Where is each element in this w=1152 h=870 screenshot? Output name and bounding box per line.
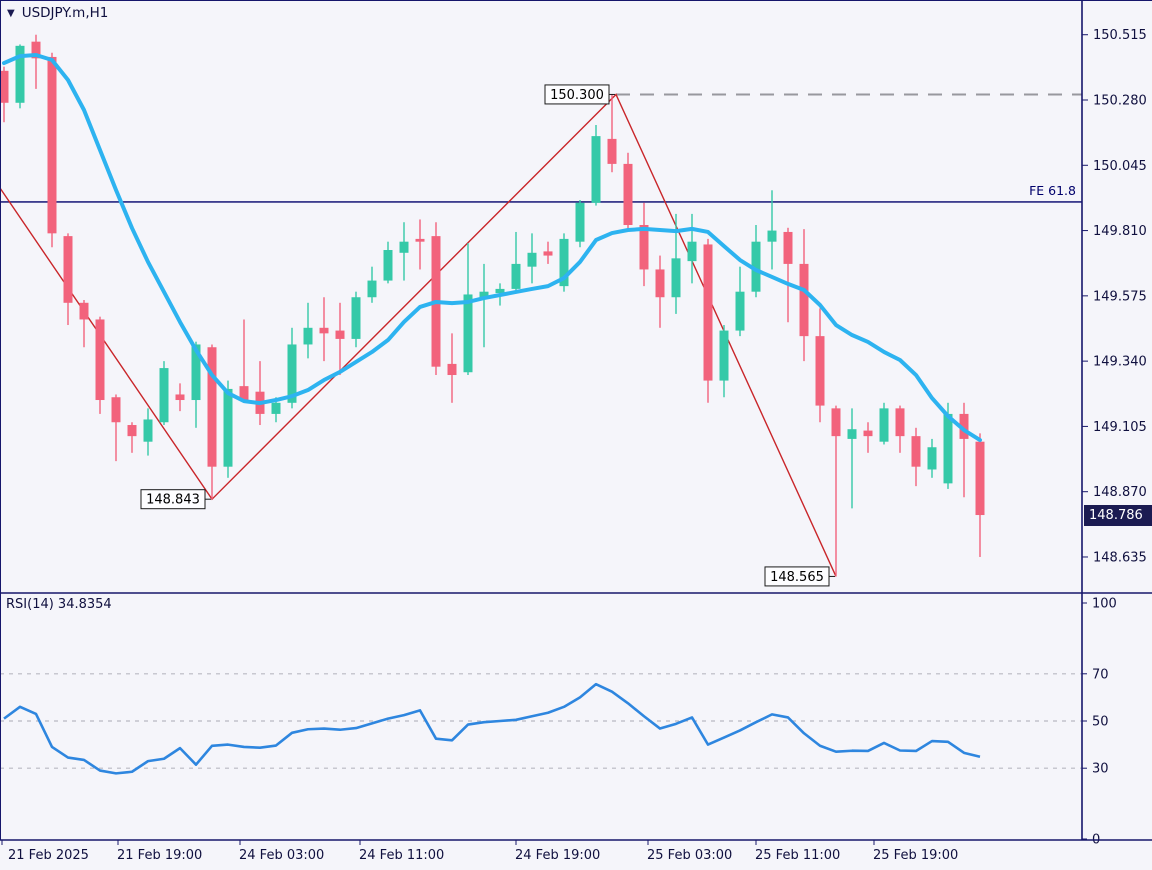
time-axis-label: 24 Feb 11:00 [359,848,444,863]
candle-body [527,252,537,267]
candle-body [47,56,57,234]
candle-body [383,250,393,281]
candle-body [623,163,633,226]
candle-body [767,230,777,242]
rsi-indicator-label: RSI(14) 34.8354 [6,597,112,612]
candle-body [287,344,297,403]
candle-body [511,263,521,289]
candle-body [95,319,105,401]
candle-body [351,297,361,339]
fe-level-label: FE 61.8 [1029,183,1076,198]
time-axis-label: 21 Feb 19:00 [117,848,202,863]
zigzag-label: 148.843 [146,493,200,508]
symbol-marker-icon: ▼ [7,8,15,19]
candle-body [239,386,249,401]
candle-body [303,327,313,345]
candle-body [0,70,9,103]
candle-body [639,225,649,270]
candle-body [703,244,713,381]
candle-body [655,269,665,298]
candle-body [463,294,473,373]
candle-body [79,302,89,320]
zigzag-label-box [764,566,830,587]
candle-body [447,363,457,376]
candle-body [415,238,425,242]
candle-body [607,138,617,164]
candle-body [943,413,953,484]
candle-body [575,202,585,242]
candle-body [271,402,281,414]
candle-body [783,231,793,264]
symbol-timeframe-label: USDJPY.m,H1 [21,5,109,21]
candle-body [543,251,553,256]
candle-body [799,263,809,337]
candle-body [911,436,921,467]
candle-body [111,397,121,423]
price-axis-label: 149.105 [1093,420,1147,435]
current-price-badge: 148.786 [1084,504,1152,526]
candle-body [591,136,601,203]
candle-body [687,241,697,262]
rsi-axis-label: 30 [1092,762,1109,777]
candle-body [175,394,185,401]
zigzag-label: 148.565 [770,570,824,585]
price-axis-label: 150.045 [1093,159,1147,174]
rsi-axis-label: 50 [1092,715,1109,730]
candle-body [735,291,745,331]
candle-body [831,408,841,437]
moving-average-line [2,52,982,443]
zigzag-label: 150.300 [550,88,604,103]
time-axis-label: 25 Feb 11:00 [755,848,840,863]
candle-body [31,41,41,59]
candle-body [815,336,825,406]
candle-body [15,45,25,103]
candle-body [847,429,857,439]
candle-body [63,236,73,303]
candle-body [143,419,153,442]
candle-body [479,291,489,298]
rsi-line [3,682,981,775]
candle-body [879,408,889,442]
price-axis-label: 150.280 [1093,94,1147,109]
candle-body [751,241,761,292]
candle-body [335,330,345,339]
candle-body [207,347,217,467]
candle-body [399,241,409,253]
candle-body [719,330,729,381]
time-axis-label: 21 Feb 2025 [8,848,89,863]
price-axis-label: 148.635 [1093,550,1147,565]
zigzag-label-box [544,84,610,105]
candle-body [671,258,681,298]
candle-body [959,413,969,439]
candle-body [895,408,905,437]
candle-body [495,288,505,294]
candle-body [191,344,201,401]
price-axis-label: 149.810 [1093,224,1147,239]
time-axis-label: 24 Feb 03:00 [239,848,324,863]
price-axis-label: 148.870 [1093,485,1147,500]
zigzag-label-box [140,489,206,510]
candle-body [927,447,937,470]
candle-body [127,425,137,437]
candle-body [319,327,329,334]
candle-body [863,430,873,437]
time-axis-label: 24 Feb 19:00 [515,848,600,863]
candle-body [559,238,569,287]
candle-body [159,368,169,423]
time-axis-label: 25 Feb 03:00 [647,848,732,863]
chart-title: ▼ USDJPY.m,H1 [7,5,108,21]
candle-body [975,441,985,516]
rsi-axis-label: 100 [1092,597,1117,612]
price-axis-label: 150.515 [1093,28,1147,43]
time-axis-label: 25 Feb 19:00 [873,848,958,863]
candle-body [367,280,377,298]
candle-body [223,388,233,467]
price-axis-label: 149.340 [1093,355,1147,370]
rsi-axis-label: 70 [1092,667,1109,682]
price-axis-label: 149.575 [1093,289,1147,304]
